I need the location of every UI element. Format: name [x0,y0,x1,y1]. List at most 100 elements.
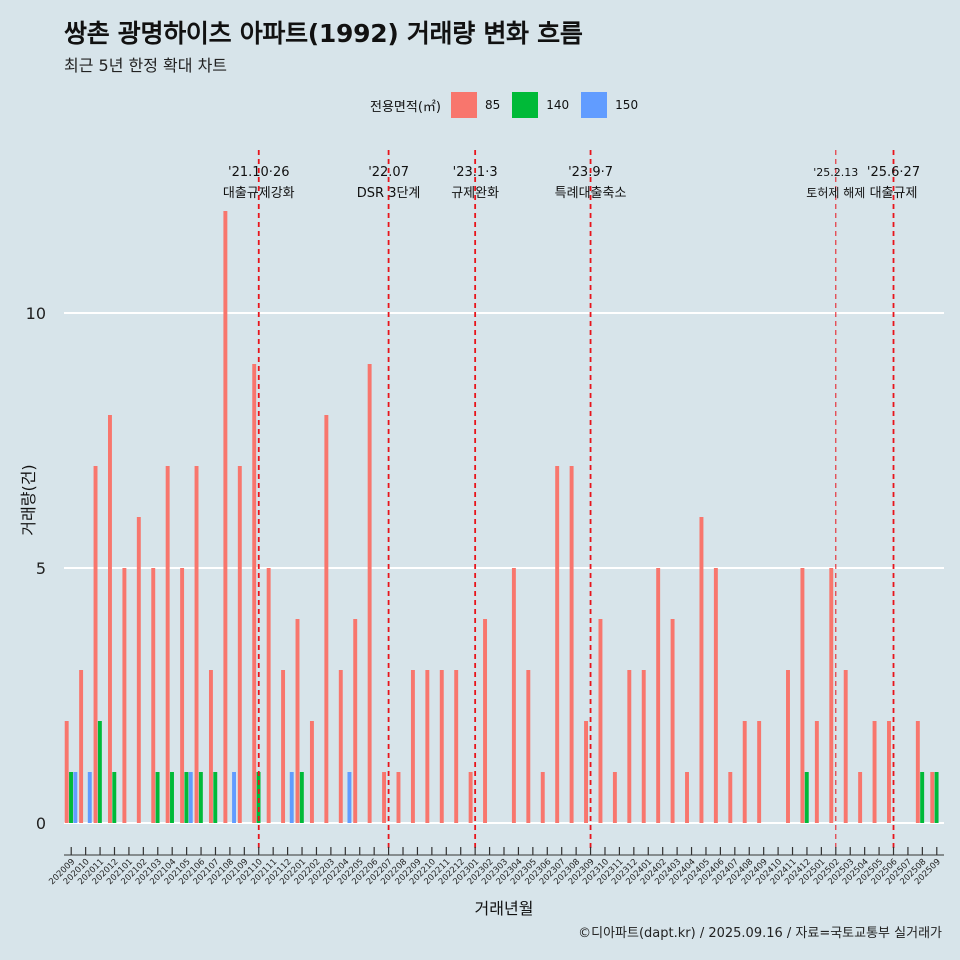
event-date-5: '25.6·27 [867,165,920,180]
bar-85-202108 [223,211,228,823]
legend-title: 전용면적(㎡) [370,99,441,115]
bar-85-202208 [396,772,401,823]
bar-85-202010 [79,670,84,823]
bar-85-202306 [540,772,545,823]
bar-85-202106 [194,466,199,823]
bar-85-202406 [713,568,718,823]
bar-140-202508 [920,772,925,823]
bar-85-202101 [122,568,127,823]
chart-title: 쌍촌 광명하이츠 아파트(1992) 거래량 변화 흐름 [64,19,583,48]
legend-swatch-140 [512,92,539,118]
legend-item-140: 140 [512,92,573,118]
bar-85-202211 [439,670,444,823]
bar-85-202312 [627,670,632,823]
bar-85-202411 [786,670,790,823]
bar-85-202401 [641,670,646,823]
bar-85-202111 [266,568,271,823]
bar-150-202010 [87,772,92,823]
legend-swatch-150 [581,92,608,118]
bar-85-202109 [237,466,242,823]
bar-85-202304 [511,568,516,823]
legend-swatch-85 [450,92,477,118]
legend-item-85: 85 [450,92,504,118]
bar-85-202210 [425,670,430,823]
bar-150-202105 [188,772,193,823]
bar-85-202012 [108,415,112,823]
bar-85-202204 [338,670,343,823]
bar-85-202112 [281,670,286,823]
bar-140-202107 [213,772,218,823]
source-caption: ©디아파트(dapt.kr) / 2025.09.16 / 자료=국토교통부 실… [578,926,942,941]
bar-140-202009 [69,772,73,823]
bar-85-202202 [309,721,314,823]
bar-85-202103 [151,568,156,823]
bar-85-202506 [887,721,891,823]
bar-85-202308 [569,466,574,823]
event-label-3: 특례대출축소 [555,186,627,201]
legend-label-150: 150 [615,98,639,112]
event-date-4: '25.2.13 [813,166,858,179]
bar-85-202011 [93,466,98,823]
bar-85-202102 [136,517,141,823]
legend-label-140: 140 [546,98,570,112]
bar-85-202504 [858,772,863,823]
bar-85-202310 [598,619,603,823]
y-tick-label-5: 5 [36,559,46,578]
bar-150-202108 [232,772,236,823]
event-label-2: 규제완화 [451,186,499,201]
bar-140-202106 [198,772,203,823]
bar-85-202201 [295,619,300,823]
bar-85-202207 [382,772,387,823]
event-label-1: DSR 3단계 [357,186,421,201]
event-date-2: '23.1·3 [453,165,498,180]
bar-85-202302 [483,619,488,823]
bar-85-202403 [670,619,675,823]
bar-140-202103 [155,772,160,823]
legend: 전용면적(㎡) 85 140 150 [370,92,650,118]
bar-85-202501 [814,721,819,823]
bar-85-202104 [165,466,170,823]
bar-85-202502 [829,568,834,823]
event-label-4: 토허제 해제 [806,186,865,200]
event-date-0: '21.10·26 [228,165,289,180]
x-axis-title: 거래년월 [475,899,534,918]
bar-150-202204 [347,772,352,823]
bar-140-202110 [256,772,261,823]
bar-85-202205 [353,619,358,823]
bar-85-202309 [584,721,588,823]
bar-85-202305 [526,670,531,823]
event-date-3: '23.9·7 [568,165,613,180]
bar-85-202311 [612,772,617,823]
bar-85-202209 [410,670,415,823]
bar-150-202009 [73,772,78,823]
bar-85-202307 [555,466,560,823]
bar-85-202404 [685,772,689,823]
event-label-0: 대출규제강화 [223,186,295,201]
bar-140-202104 [170,772,174,823]
y-tick-label-0: 0 [36,814,46,833]
event-date-1: '22.07 [368,165,409,180]
bar-140-202201 [299,772,304,823]
bar-85-202203 [324,415,329,823]
event-label-5: 대출규제 [870,186,918,201]
bar-85-202402 [656,568,661,823]
bar-85-202408 [742,721,747,823]
bar-85-202110 [252,364,257,823]
bar-85-202508 [915,721,920,823]
bar-85-202505 [872,721,877,823]
y-axis-title: 거래량(건) [19,464,38,535]
bar-140-202509 [934,772,939,823]
bar-85-202407 [728,772,733,823]
bar-85-202206 [367,364,372,823]
bar-140-202105 [184,772,189,823]
bar-140-202011 [97,721,102,823]
legend-label-85: 85 [484,98,501,112]
y-tick-label-10: 10 [26,304,46,323]
chart-subtitle: 최근 5년 한정 확대 차트 [64,56,228,75]
bar-85-202412 [800,568,805,823]
bar-85-202405 [699,517,704,823]
bar-85-202009 [64,721,69,823]
bar-150-202112 [289,772,294,823]
bar-140-202012 [112,772,117,823]
